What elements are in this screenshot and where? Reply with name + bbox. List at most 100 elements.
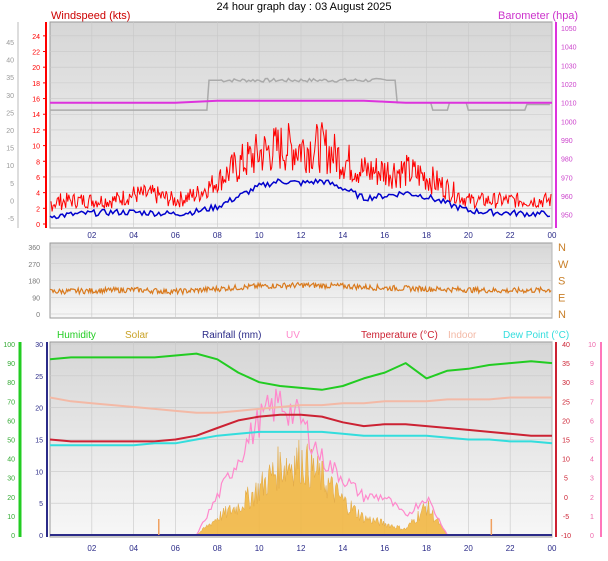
humidity-axis-tick: 10 xyxy=(7,514,15,521)
humidity-axis-tick: 70 xyxy=(7,399,15,406)
humidity-axis-tick: 80 xyxy=(7,380,15,387)
x-tick-label: 18 xyxy=(422,544,431,553)
x-tick-label: 00 xyxy=(548,544,557,553)
uv-axis-tick: 3 xyxy=(590,476,594,483)
baro-axis-tick: 960 xyxy=(561,194,573,201)
wind-axis-tick: 20 xyxy=(32,65,40,72)
x-tick-label: 02 xyxy=(87,231,96,240)
x-tick-label: 20 xyxy=(464,231,473,240)
uv-axis-tick: 10 xyxy=(588,342,596,349)
wind-axis-tick: 10 xyxy=(32,144,40,151)
outer-axis-tick: 25 xyxy=(6,110,14,117)
outer-axis-tick: 5 xyxy=(10,181,14,188)
x-tick-label: 12 xyxy=(297,231,306,240)
humidity-axis-tick: 0 xyxy=(11,533,15,540)
x-tick-label: 14 xyxy=(338,231,347,240)
humidity-axis-tick: 90 xyxy=(7,361,15,368)
x-tick-label: 08 xyxy=(213,544,222,553)
dewpoint-line xyxy=(50,430,553,447)
wind-axis-tick: 2 xyxy=(36,206,40,213)
x-tick-label: 22 xyxy=(506,231,515,240)
x-tick-label: 20 xyxy=(464,544,473,553)
legend-indoor: Indoor xyxy=(448,330,477,341)
wind-axis-tick: 22 xyxy=(32,50,40,57)
x-tick-label: 16 xyxy=(380,544,389,553)
baro-grey-line xyxy=(50,77,550,111)
uv-axis-tick: 8 xyxy=(590,380,594,387)
baro-axis-tick: 980 xyxy=(561,157,573,164)
indoor-line xyxy=(49,396,552,414)
legend-uv: UV xyxy=(286,330,300,341)
baro-axis-tick: 1000 xyxy=(561,119,577,126)
humidity-axis-tick: 20 xyxy=(7,495,15,502)
baro-axis-tick: 1020 xyxy=(561,82,577,89)
uv-axis-tick: 4 xyxy=(590,457,594,464)
legend-humidity: Humidity xyxy=(57,330,96,341)
outer-axis-tick: 40 xyxy=(6,58,14,65)
temp-axis-tick: -10 xyxy=(561,533,571,540)
wind-axis-tick: 16 xyxy=(32,97,40,104)
temp-axis-tick: 35 xyxy=(562,361,570,368)
temp-axis-tick: 40 xyxy=(562,342,570,349)
x-tick-label: 10 xyxy=(255,544,264,553)
baro-axis-tick: 950 xyxy=(561,213,573,220)
x-tick-label: 04 xyxy=(129,544,138,553)
winddir-line xyxy=(49,281,552,296)
wind-axis-tick: 8 xyxy=(36,159,40,166)
rain-axis-tick: 0 xyxy=(39,533,43,540)
wind-axis-tick: 6 xyxy=(36,175,40,182)
x-tick-label: 00 xyxy=(548,231,557,240)
baro-line xyxy=(50,99,552,104)
outer-axis-tick: 45 xyxy=(6,40,14,47)
temp-axis-tick: 25 xyxy=(562,399,570,406)
legend-rainfall-mm-: Rainfall (mm) xyxy=(202,330,261,341)
dir-compass-tick: N xyxy=(558,242,566,254)
temp-axis-tick: 5 xyxy=(564,476,568,483)
temp-axis-tick: 20 xyxy=(562,418,570,425)
wind-axis-tick: 18 xyxy=(32,81,40,88)
outer-axis-tick: 0 xyxy=(10,198,14,205)
baro-axis-tick: 970 xyxy=(561,175,573,182)
temp-axis-tick: 0 xyxy=(564,495,568,502)
outer-axis-tick: 15 xyxy=(6,146,14,153)
uv-axis-tick: 5 xyxy=(590,438,594,445)
legend-temperature-c-: Temperature (°C) xyxy=(361,330,438,341)
temp-axis-tick: 30 xyxy=(562,380,570,387)
x-tick-label: 10 xyxy=(255,231,264,240)
x-tick-label: 02 xyxy=(87,544,96,553)
uv-axis-tick: 1 xyxy=(590,514,594,521)
baro-axis-tick: 1050 xyxy=(561,26,577,33)
dir-axis-tick: 0 xyxy=(36,312,40,319)
uv-axis-tick: 0 xyxy=(590,533,594,540)
x-tick-label: 08 xyxy=(213,231,222,240)
dir-compass-tick: W xyxy=(558,259,569,271)
uv-axis-tick: 6 xyxy=(590,418,594,425)
outer-axis-tick: 30 xyxy=(6,93,14,100)
humidity-line xyxy=(49,352,553,391)
wind-legend-label: Windspeed (kts) xyxy=(51,10,130,22)
dir-compass-tick: N xyxy=(558,309,566,321)
rain-axis-tick: 10 xyxy=(35,469,43,476)
x-tick-label: 06 xyxy=(171,544,180,553)
x-tick-label: 16 xyxy=(380,231,389,240)
rain-axis-tick: 15 xyxy=(35,438,43,445)
rain-axis-tick: 20 xyxy=(35,406,43,413)
temp-axis-tick: -5 xyxy=(563,514,569,521)
uv-axis-tick: 9 xyxy=(590,361,594,368)
avg-wind-line xyxy=(49,177,550,220)
legend-dew-point-c-: Dew Point (°C) xyxy=(503,330,569,341)
temp-axis-tick: 10 xyxy=(562,457,570,464)
x-tick-label: 22 xyxy=(506,544,515,553)
dir-axis-tick: 180 xyxy=(28,279,40,286)
baro-axis-tick: 990 xyxy=(561,138,573,145)
outer-axis-tick: -5 xyxy=(8,216,14,223)
wind-axis-tick: 14 xyxy=(32,112,40,119)
rain-axis-tick: 5 xyxy=(39,501,43,508)
wind-axis-tick: 12 xyxy=(32,128,40,135)
baro-axis-tick: 1040 xyxy=(561,45,577,52)
temperature-line xyxy=(49,413,552,443)
humidity-axis-tick: 40 xyxy=(7,457,15,464)
outer-axis-tick: 10 xyxy=(6,163,14,170)
